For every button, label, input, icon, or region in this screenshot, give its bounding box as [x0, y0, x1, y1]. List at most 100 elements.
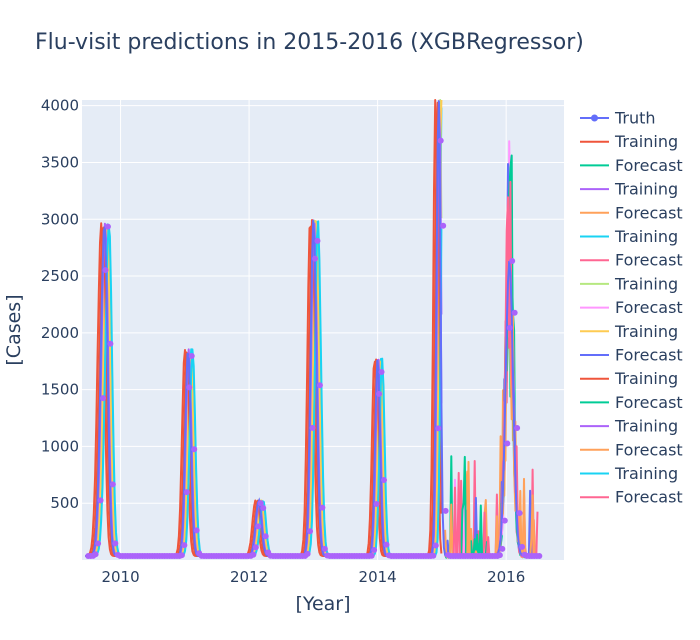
- y-tick-label: 3500: [41, 153, 79, 171]
- truth-point: [501, 517, 508, 524]
- truth-point: [250, 551, 257, 558]
- truth-point: [506, 324, 513, 331]
- truth-point: [188, 352, 195, 359]
- truth-points: [85, 137, 543, 560]
- truth-point: [183, 489, 190, 496]
- legend-label: Forecast: [615, 203, 683, 222]
- truth-point: [92, 551, 99, 558]
- truth-point: [514, 425, 521, 432]
- y-axis-label: [Cases]: [3, 294, 25, 365]
- legend-item-4[interactable]: Forecast: [580, 203, 683, 222]
- y-tick-label: 1500: [41, 381, 79, 399]
- legend-item-16[interactable]: Forecast: [580, 488, 683, 507]
- truth-point: [304, 550, 311, 557]
- legend-label: Training: [614, 369, 678, 388]
- truth-point: [178, 552, 185, 559]
- legend-label: Forecast: [615, 440, 683, 459]
- x-tick-label: 2014: [359, 568, 397, 586]
- truth-point: [499, 545, 506, 552]
- legend-item-13[interactable]: Training: [580, 417, 678, 436]
- y-tick-label: 3000: [41, 210, 79, 228]
- legend-label: Training: [614, 180, 678, 199]
- truth-point: [509, 258, 516, 265]
- truth-point: [262, 533, 269, 540]
- truth-point: [440, 222, 447, 229]
- truth-point: [257, 500, 264, 507]
- legend-item-0[interactable]: Truth: [580, 109, 656, 128]
- x-tick-labels: 2010 2012 2014 2016: [101, 568, 525, 586]
- truth-point: [260, 504, 267, 511]
- y-tick-labels: 500 1000 1500 2000 2500 3000 3500 4000: [41, 97, 79, 513]
- legend-marker: [591, 114, 598, 122]
- truth-point: [321, 545, 328, 552]
- truth-point: [368, 552, 375, 559]
- truth-point: [376, 390, 383, 397]
- truth-point: [437, 137, 444, 144]
- legend-label: Training: [614, 132, 678, 151]
- truth-point: [252, 544, 259, 551]
- y-tick-label: 2500: [41, 267, 79, 285]
- truth-point: [255, 523, 262, 530]
- y-tick-label: 1000: [41, 437, 79, 455]
- legend-item-15[interactable]: Training: [580, 464, 678, 483]
- legend-item-1[interactable]: Training: [580, 132, 678, 151]
- legend-label: Forecast: [615, 488, 683, 507]
- truth-point: [516, 510, 523, 517]
- truth-point: [496, 552, 503, 559]
- legend-item-7[interactable]: Training: [580, 274, 678, 293]
- truth-point: [316, 382, 323, 389]
- legend-item-6[interactable]: Forecast: [580, 251, 683, 270]
- truth-point: [442, 507, 449, 514]
- y-tick-label: 500: [50, 494, 79, 512]
- truth-point: [307, 528, 314, 535]
- truth-point: [536, 553, 543, 560]
- truth-point: [102, 267, 109, 274]
- truth-point: [181, 542, 188, 549]
- legend-label: Training: [614, 464, 678, 483]
- legend-item-9[interactable]: Training: [580, 322, 678, 341]
- legend-label: Forecast: [615, 346, 683, 365]
- truth-point: [311, 255, 318, 262]
- truth-point: [373, 501, 380, 508]
- legend-label: Forecast: [615, 393, 683, 412]
- legend: Truth Training Forecast Training Forecast Tra…: [580, 109, 683, 507]
- legend-item-10[interactable]: Forecast: [580, 346, 683, 365]
- chart-title: Flu-visit predictions in 2015-2016 (XGBR…: [35, 30, 584, 55]
- legend-item-8[interactable]: Forecast: [580, 298, 683, 317]
- legend-label: Truth: [614, 109, 656, 128]
- truth-point: [186, 384, 193, 391]
- x-axis-label: [Year]: [295, 593, 350, 615]
- truth-point: [430, 552, 437, 559]
- truth-point: [435, 425, 442, 432]
- truth-point: [193, 527, 200, 534]
- truth-point: [104, 223, 111, 230]
- truth-point: [107, 340, 114, 347]
- truth-point: [511, 309, 518, 316]
- truth-point: [383, 541, 390, 548]
- legend-item-14[interactable]: Forecast: [580, 440, 683, 459]
- x-tick-label: 2010: [101, 568, 139, 586]
- legend-item-3[interactable]: Training: [580, 180, 678, 199]
- legend-item-5[interactable]: Training: [580, 227, 678, 246]
- legend-label: Forecast: [615, 156, 683, 175]
- legend-label: Training: [614, 274, 678, 293]
- legend-label: Forecast: [615, 251, 683, 270]
- truth-point: [95, 540, 102, 547]
- truth-point: [314, 237, 321, 244]
- legend-label: Forecast: [615, 298, 683, 317]
- legend-item-11[interactable]: Training: [580, 369, 678, 388]
- truth-point: [378, 368, 385, 375]
- truth-point: [519, 543, 526, 550]
- x-tick-label: 2012: [230, 568, 268, 586]
- truth-point: [109, 481, 116, 488]
- truth-point: [319, 504, 326, 511]
- legend-label: Training: [614, 322, 678, 341]
- truth-point: [504, 440, 511, 447]
- legend-item-12[interactable]: Forecast: [580, 393, 683, 412]
- y-tick-label: 4000: [41, 97, 79, 115]
- legend-label: Training: [614, 227, 678, 246]
- truth-point: [432, 542, 439, 549]
- truth-point: [112, 540, 119, 547]
- legend-label: Training: [614, 417, 678, 436]
- legend-item-2[interactable]: Forecast: [580, 156, 683, 175]
